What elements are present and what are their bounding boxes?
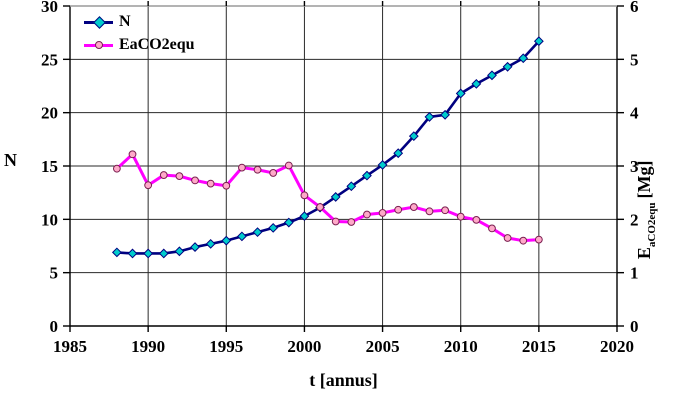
eaco2equ-data-point-marker (331, 217, 340, 226)
right-axis-title-subscript: aCO2equ (645, 202, 658, 248)
eaco2equ-data-point-marker (441, 206, 449, 215)
eaco2equ-data-point-marker (206, 179, 215, 188)
n-data-point-marker (205, 238, 216, 249)
n-data-point-marker (330, 192, 341, 202)
eaco2equ-data-point-marker (300, 191, 309, 200)
legend-item-eaco2equ: EaCO2equ (84, 33, 195, 56)
x-axis-tick-label: 2010 (444, 337, 478, 356)
n-data-point-marker (533, 36, 544, 47)
n-data-point-marker (111, 247, 122, 258)
n-data-point-marker (502, 61, 513, 72)
legend: N EaCO2equ (84, 10, 195, 56)
eaco2equ-data-point-marker (534, 235, 543, 244)
right-axis-title: EaCO2equ [Mg] (634, 135, 658, 285)
legend-swatch-n (84, 15, 113, 29)
n-data-point-marker (393, 148, 404, 159)
n-data-point-marker (237, 231, 247, 242)
right-axis-tick-label: 0 (630, 317, 639, 336)
x-axis-tick-label: 2020 (600, 337, 634, 356)
eaco2equ-data-point-marker (316, 203, 324, 211)
n-data-point-marker (424, 112, 435, 122)
n-series-line (115, 39, 541, 255)
left-axis-tick-label: 15 (41, 157, 58, 176)
n-data-point-marker (455, 88, 466, 99)
eaco2equ-data-point-marker (144, 181, 153, 190)
eaco2equ-data-point-marker (284, 161, 293, 170)
eaco2equ-data-point-marker (191, 176, 199, 185)
left-axis-tick-label: 0 (50, 317, 59, 336)
legend-swatch-eaco2equ (84, 40, 113, 50)
eaco2equ-data-point-marker (409, 203, 418, 211)
eaco2equ-data-point-marker (175, 172, 184, 181)
x-axis-tick-label: 2000 (287, 337, 321, 356)
right-axis-tick-label: 5 (630, 50, 639, 69)
legend-label-n: N (119, 12, 131, 30)
n-data-point-marker (487, 70, 497, 81)
eaco2equ-data-point-marker (363, 210, 371, 219)
left-axis-tick-label: 10 (41, 210, 58, 229)
n-data-point-marker (252, 227, 263, 238)
eaco2equ-series-line (115, 152, 541, 243)
n-data-point-marker (143, 248, 154, 259)
left-axis-tick-label: 30 (41, 0, 58, 16)
eaco2equ-data-point-marker (425, 207, 434, 216)
eaco2equ-data-point-marker (519, 236, 528, 245)
right-axis-tick-label: 6 (630, 0, 639, 16)
right-axis-tick-label: 1 (630, 264, 639, 283)
left-axis-tick-label: 25 (41, 50, 58, 69)
n-data-point-marker (377, 160, 388, 170)
x-axis-tick-label: 2015 (522, 337, 556, 356)
n-data-point-marker (174, 246, 185, 257)
n-data-point-marker (268, 222, 279, 233)
n-data-point-marker (127, 248, 138, 259)
eaco2equ-data-point-marker (456, 212, 465, 221)
diamond-marker-icon (93, 15, 106, 29)
eaco2equ-data-point-marker (112, 164, 121, 173)
eaco2equ-data-point-marker (472, 215, 481, 224)
n-data-point-marker (221, 235, 232, 246)
right-axis-tick-label: 4 (630, 104, 639, 123)
eaco2equ-data-point-marker (128, 150, 137, 159)
eaco2equ-data-point-marker (394, 205, 403, 214)
eaco2equ-data-point-marker (378, 209, 387, 217)
legend-label-eaco2equ: EaCO2equ (119, 35, 195, 53)
n-data-point-marker (408, 131, 419, 142)
n-data-point-marker (346, 181, 357, 192)
n-data-point-marker (158, 248, 169, 259)
circle-marker-icon (95, 40, 103, 49)
n-data-point-marker (518, 53, 529, 64)
n-data-point-marker (471, 78, 482, 89)
n-data-point-marker (362, 170, 372, 181)
x-axis-tick-label: 1985 (53, 337, 87, 356)
legend-item-n: N (84, 10, 195, 33)
left-axis-tick-label: 20 (41, 104, 58, 123)
n-data-point-marker (190, 242, 200, 252)
x-axis-tick-label: 1990 (131, 337, 165, 356)
n-data-point-marker (283, 217, 294, 228)
n-data-point-marker (299, 211, 310, 222)
x-axis-title: t [annus] (309, 370, 378, 390)
right-axis-title-unit: [Mg] (634, 160, 655, 199)
right-axis-tick-label: 3 (630, 157, 639, 176)
x-axis-tick-label: 2005 (366, 337, 400, 356)
eaco2equ-data-point-marker (253, 165, 262, 174)
eaco2equ-data-point-marker (347, 218, 356, 226)
eaco2equ-data-point-marker (269, 169, 278, 177)
x-axis-tick-label: 1995 (209, 337, 243, 356)
eaco2equ-data-point-marker (488, 224, 496, 233)
left-axis-title: N (4, 150, 17, 170)
n-data-point-marker (440, 109, 450, 120)
right-axis-title-main: E (634, 247, 655, 260)
left-axis-tick-label: 5 (50, 264, 59, 283)
right-axis-tick-label: 2 (630, 210, 639, 229)
eaco2equ-data-point-marker (159, 171, 168, 179)
eaco2equ-data-point-marker (238, 163, 246, 172)
eaco2equ-data-point-marker (222, 181, 231, 190)
eaco2equ-data-point-marker (503, 234, 512, 242)
